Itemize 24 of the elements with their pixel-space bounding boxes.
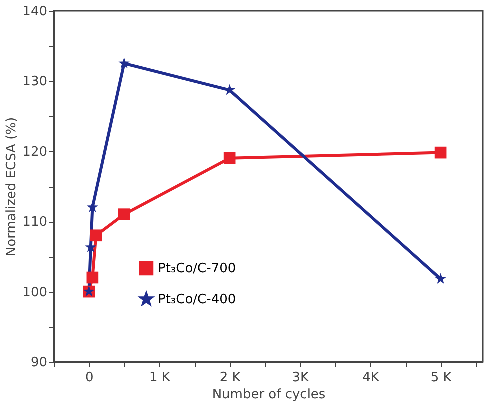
y-tick-label: 100: [22, 285, 48, 300]
x-tick-label: 0: [86, 370, 94, 386]
point: [434, 146, 447, 159]
point: [118, 208, 130, 220]
y-tick-label: 130: [22, 74, 48, 90]
point: [118, 58, 130, 68]
x-tick-label: 4K: [362, 370, 380, 386]
legend-label: Pt₃Co/C-700: [158, 262, 236, 276]
y-tick-label: 110: [22, 215, 48, 230]
point: [435, 273, 446, 284]
point: [87, 202, 98, 212]
point: [90, 230, 102, 242]
y-tick-label: 140: [22, 4, 48, 20]
legend-label: Pt₃Co/C-400: [158, 292, 236, 308]
y-tick-label: 120: [22, 144, 48, 160]
x-axis-title: Number of cycles: [212, 388, 326, 402]
y-axis-title: Normalized ECSA (%): [4, 117, 20, 257]
x-tick-label: 3K: [292, 370, 310, 386]
x-tick-label: 2 K: [220, 370, 242, 386]
y-tick-label: 90: [30, 356, 48, 370]
point: [224, 152, 236, 164]
point: [86, 272, 99, 284]
x-tick-label: 5 K: [430, 370, 452, 386]
x-tick-label: 1 K: [150, 370, 171, 386]
